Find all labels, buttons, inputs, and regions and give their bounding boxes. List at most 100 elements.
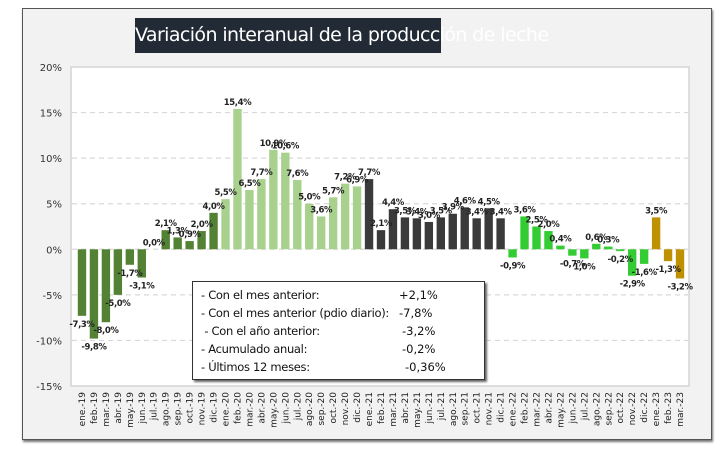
x-tick-label: may.-19 — [126, 392, 136, 428]
bar-sep.-21 — [460, 207, 469, 250]
summary-label: - Con el año anterior: — [201, 324, 320, 338]
x-tick-label: ene.-23 — [652, 392, 662, 426]
x-tick-label: dic.-21 — [497, 392, 507, 423]
bar-jul.-21 — [436, 217, 445, 250]
data-label: 7,7% — [250, 168, 273, 178]
bars — [77, 108, 685, 339]
data-label: 0,0% — [143, 238, 166, 248]
summary-label: - Últimos 12 meses: — [201, 360, 310, 374]
x-tick-label: jun.-22 — [568, 392, 578, 424]
x-tick-label: oct.-19 — [186, 392, 196, 424]
x-tick-label: feb.-21 — [377, 392, 387, 424]
data-label: 10,6% — [272, 142, 300, 152]
data-label: 0,6% — [585, 233, 608, 243]
bar-ago.-21 — [448, 213, 457, 250]
summary-value: -0,2% — [402, 342, 436, 356]
data-label: -0,7% — [560, 260, 586, 270]
bar-ene.-19 — [77, 249, 87, 316]
data-label: 3,5% — [394, 206, 417, 216]
bar-nov.-21 — [484, 208, 493, 250]
x-tick-label: feb.-19 — [90, 392, 100, 424]
data-label: 5,7% — [322, 186, 345, 196]
data-label: -7,3% — [69, 320, 95, 330]
bar-mar.-22 — [532, 226, 541, 250]
x-tick-label: ago.-21 — [449, 392, 459, 426]
bar-abr.-19 — [113, 249, 123, 295]
bar-ene.-21 — [364, 179, 374, 250]
bar-oct.-21 — [472, 218, 481, 250]
bar-jul.-20 — [293, 180, 302, 250]
bar-may.-21 — [412, 218, 422, 250]
x-tick-label: nov.-20 — [341, 392, 351, 426]
data-labels: -7,3%-9,8%-8,0%-5,0%-1,7%-3,1%0,0%2,1%1,… — [69, 98, 693, 353]
data-label: 7,6% — [286, 169, 309, 179]
data-label: -3,1% — [129, 282, 155, 292]
bar-mar.-19 — [101, 249, 111, 323]
bar-abr.-22 — [544, 231, 553, 250]
y-tick-label: -10% — [36, 336, 62, 347]
x-tick-label: ene.-21 — [365, 392, 375, 426]
bar-may.-19 — [125, 249, 135, 265]
data-label: 2,0% — [191, 220, 214, 230]
summary-label: - Acumulado anual: — [201, 342, 308, 356]
x-tick-label: nov.-21 — [485, 392, 495, 425]
data-label: -2,9% — [620, 280, 646, 290]
y-tick-label: 10% — [40, 154, 62, 165]
y-tick-label: 0% — [46, 245, 62, 256]
x-tick-label: mar.-19 — [102, 392, 112, 427]
y-axis-ticks: 20% 15% 10% 5% 0% -5% -10% -15% — [36, 63, 62, 393]
bar-jul.-22 — [580, 249, 589, 259]
bar-may.-20 — [269, 149, 278, 250]
bar-mar.-23 — [675, 249, 685, 279]
x-tick-label: ene.-20 — [222, 392, 232, 427]
data-label: 2,5% — [525, 216, 548, 226]
bar-sep.-19 — [173, 237, 182, 250]
data-label: -0,9% — [500, 261, 526, 271]
summary-value: +2,1% — [399, 288, 438, 302]
bar-feb.-19 — [89, 249, 99, 339]
x-tick-label: abr.-19 — [114, 392, 124, 424]
bar-jun.-22 — [568, 249, 577, 256]
x-tick-label: jun.-20 — [281, 392, 291, 425]
data-label: -1,3% — [656, 265, 682, 275]
bar-sep.-22 — [604, 246, 613, 250]
data-label: -5,0% — [105, 299, 131, 309]
x-tick-label: jul.-21 — [437, 392, 447, 421]
bar-jun.-21 — [424, 221, 434, 250]
x-tick-label: abr.-20 — [257, 392, 267, 424]
bar-mar.-20 — [245, 190, 254, 250]
summary-value: -3,2% — [402, 324, 436, 338]
summary-box: - Con el mes anterior: +2,1% - Con el me… — [192, 281, 485, 380]
bar-feb.-21 — [376, 230, 386, 250]
bar-nov.-22 — [627, 249, 637, 276]
summary-label: - Con el mes anterior (pdio diario): — [201, 306, 389, 320]
x-tick-label: oct.-21 — [473, 392, 483, 424]
x-tick-label: may.-22 — [556, 392, 566, 428]
data-label: -3,2% — [667, 282, 693, 292]
x-tick-label: ago.-20 — [305, 392, 315, 426]
y-tick-label: 20% — [40, 63, 62, 74]
x-tick-label: abr.-22 — [544, 392, 554, 424]
bar-abr.-20 — [257, 179, 266, 250]
data-label: -1,7% — [117, 269, 143, 279]
data-label: 1,0% — [573, 262, 596, 272]
x-tick-label: ago.-19 — [162, 392, 172, 426]
x-tick-label: sep.-22 — [604, 392, 614, 426]
summary-label: - Con el mes anterior: — [201, 288, 320, 302]
x-tick-label: oct.-20 — [329, 392, 339, 424]
y-tick-label: 5% — [46, 200, 62, 211]
bar-ene.-20 — [221, 199, 230, 250]
y-tick-label: 15% — [40, 109, 62, 120]
bar-may.-22 — [556, 245, 565, 250]
x-tick-label: may.-20 — [269, 392, 279, 428]
data-label: 4,0% — [203, 202, 226, 212]
bar-dic.-21 — [496, 218, 505, 250]
x-tick-label: dic.-22 — [640, 392, 650, 423]
bar-dic.-19 — [209, 212, 218, 250]
y-tick-label: -15% — [36, 382, 62, 393]
bar-ago.-20 — [305, 203, 314, 250]
data-label: -1,6% — [632, 268, 658, 278]
summary-value: -7,8% — [399, 306, 433, 320]
data-label: 7,7% — [358, 168, 381, 178]
x-tick-label: mar.-20 — [245, 392, 255, 427]
